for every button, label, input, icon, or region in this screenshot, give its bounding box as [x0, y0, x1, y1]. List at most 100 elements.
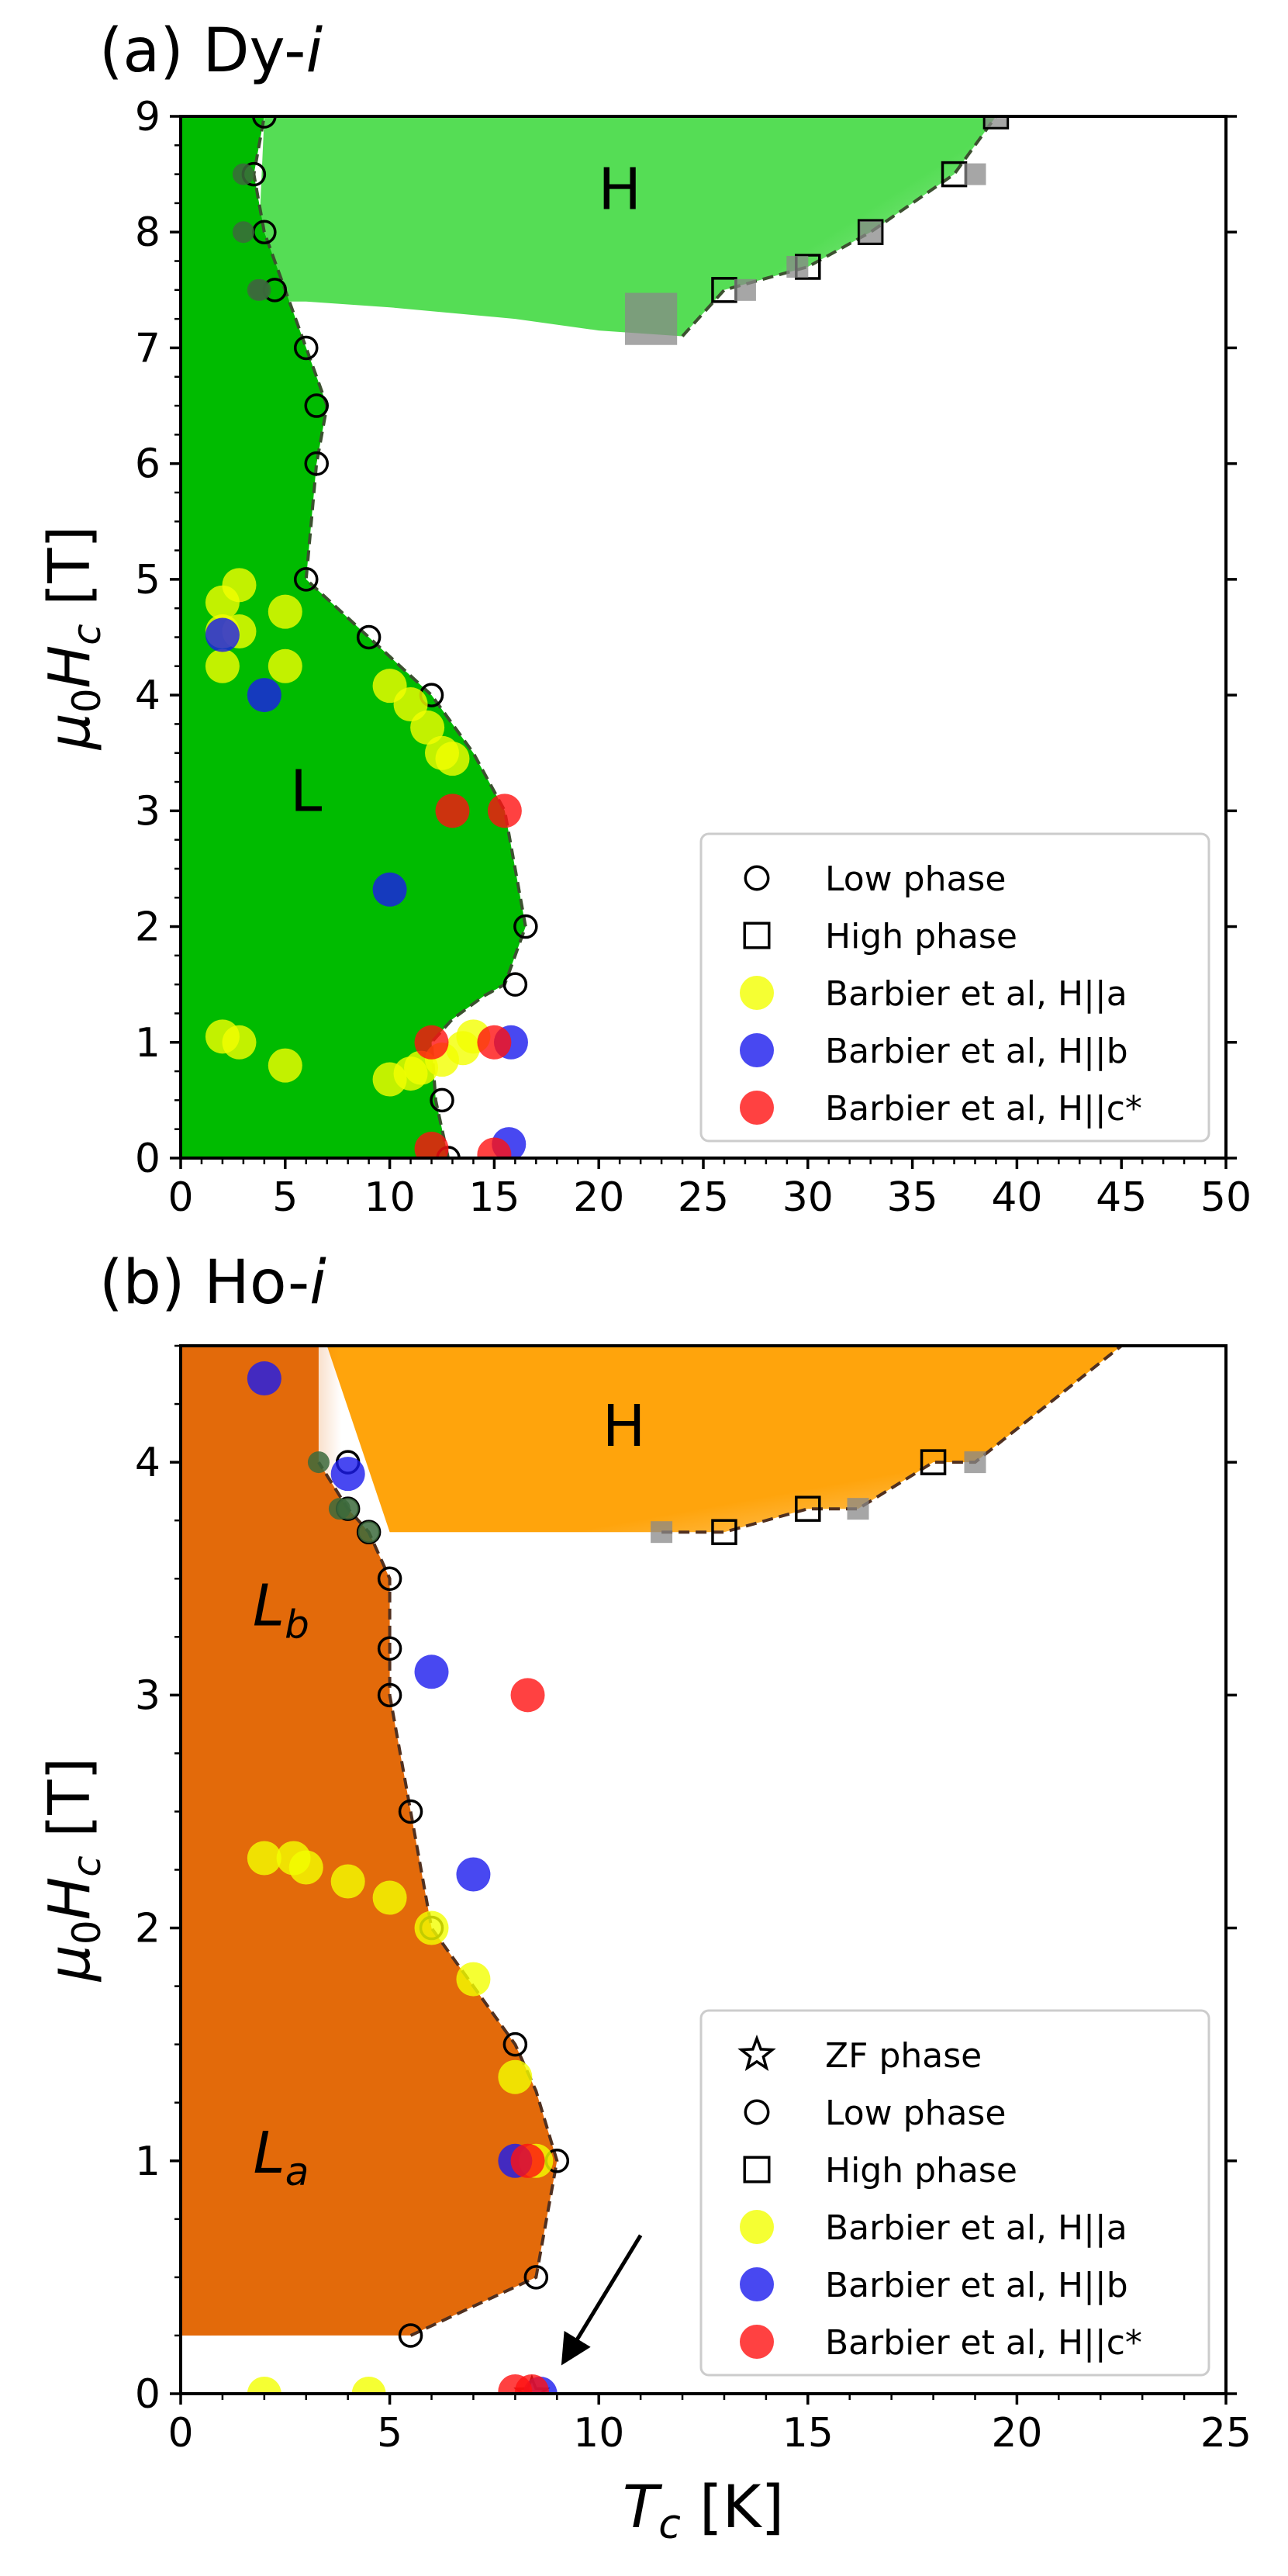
- panel-a-point-grey-square: [859, 221, 882, 244]
- panel-b-region-labels: H Lb La: [253, 1393, 645, 2194]
- panel-a-xtick-label: 50: [1200, 1174, 1252, 1221]
- panel-a-point-filled-c: [414, 1132, 449, 1158]
- panel-a-point-open-square: [857, 219, 884, 245]
- panel-b-point-filled-c: [510, 1678, 545, 1713]
- panel-a-point-open-circle: [502, 972, 528, 997]
- dy-high-phase-region: [254, 116, 996, 348]
- panel-b-point-filled-a: [330, 1864, 365, 1899]
- panel-b-point-open-circle: [377, 1566, 402, 1591]
- panel-a-ytick-label: 9: [135, 94, 161, 140]
- panel-a-point-open-circle: [304, 393, 329, 418]
- panel-b-xtick-label: 15: [782, 2410, 834, 2457]
- panel-a-point-filled-a: [410, 710, 445, 745]
- panel-b-legend-label: Barbier et al, H||a: [825, 2208, 1127, 2248]
- panel-a-ylabel: μ0Hc [T]: [36, 526, 109, 751]
- panel-a-point-filled-c: [477, 1025, 512, 1060]
- panel-a-dy: (a) Dy-i 0 5 10 15 20 25 30 35 40 45 500123456789 …: [36, 16, 1252, 1221]
- panel-a-region-label: H: [598, 156, 641, 223]
- panel-a-region-label: L: [290, 758, 322, 825]
- panel-a-point-filled-b: [205, 617, 240, 652]
- panel-b-legend-label: Barbier et al, H||b: [825, 2266, 1128, 2305]
- panel-b-point-open-circle: [523, 2265, 549, 2290]
- panel-a-legend-marker: [740, 976, 774, 1010]
- panel-a-point-filled-b: [372, 872, 407, 907]
- panel-a-xtick-label: 40: [991, 1174, 1042, 1221]
- panel-b-point-open-circle: [377, 1682, 402, 1708]
- panel-a-point-grey-square: [964, 163, 986, 185]
- panel-b-point-open-circle: [502, 2031, 528, 2057]
- panel-b-xlabel: Tc [K]: [623, 2472, 784, 2548]
- panel-a-ytick-label: 1: [135, 1020, 161, 1067]
- panel-a-point-dark-circle: [247, 278, 269, 301]
- panel-b-xtick-label: 10: [573, 2410, 624, 2457]
- panel-a-xtick-label: 20: [573, 1174, 624, 1221]
- panel-b-point-open-square: [920, 1449, 947, 1475]
- panel-a-point-open-circle: [513, 914, 538, 939]
- panel-a-point-filled-a: [205, 648, 240, 683]
- panel-b-ytick-label: 1: [135, 2139, 161, 2185]
- panel-b-point-filled-b: [247, 1361, 281, 1396]
- zf-arrow: [561, 2234, 643, 2366]
- panel-b-ticks: 0 5 10 15 20 25 0 1 2 3 4: [135, 1344, 1252, 2457]
- panel-b-legend-marker: [744, 2099, 770, 2125]
- panel-a-ytick-label: 7: [135, 325, 161, 372]
- panel-b-legend-marker: [740, 2210, 774, 2244]
- panel-b-label: (b) Ho-i: [99, 1248, 326, 1318]
- panel-a-xtick-label: 30: [782, 1174, 834, 1221]
- panel-a-point-filled-c: [435, 794, 470, 828]
- panel-b-legend-label: High phase: [825, 2151, 1017, 2190]
- panel-b-point-filled-a: [414, 1910, 449, 1945]
- panel-b-point-filled-a: [288, 1850, 323, 1885]
- panel-b-point-dark-circle: [357, 1521, 380, 1544]
- panel-a-legend-marker: [743, 921, 771, 949]
- panel-a-legend-marker: [740, 1033, 774, 1067]
- panel-b-point-filled-a: [498, 2059, 533, 2094]
- panel-a-xtick-label: 10: [364, 1174, 416, 1221]
- panel-a-legend-label: Low phase: [825, 859, 1006, 899]
- panel-a-xtick-label: 25: [678, 1174, 729, 1221]
- ho-low-boundary-line: [317, 1461, 559, 2337]
- panel-a-xtick-label: 15: [468, 1174, 520, 1221]
- panel-a-legend-label: High phase: [825, 917, 1017, 956]
- panel-a-legend-label: Barbier et al, H||c*: [825, 1089, 1142, 1129]
- panel-a-point-filled-a: [222, 1025, 257, 1060]
- panel-b-point-filled-a: [247, 2377, 281, 2394]
- panel-b-point-dark-circle: [337, 1498, 359, 1520]
- panel-a-point-dark-circle: [232, 221, 254, 244]
- panel-a-xtick-label: 45: [1096, 1174, 1147, 1221]
- panel-b-legend-marker: [740, 2267, 774, 2301]
- panel-a-ytick-label: 5: [135, 557, 161, 603]
- panel-a-point-open-circle: [252, 116, 277, 129]
- panel-b-legend-label: ZF phase: [825, 2036, 982, 2076]
- panel-a-point-open-circle: [294, 567, 319, 592]
- panel-b-xtick-label: 0: [167, 2410, 193, 2457]
- panel-b-point-grey-square: [847, 1498, 869, 1520]
- panel-b-legend: ZF phase Low phase High phase Barbier et al…: [699, 2009, 1210, 2377]
- panel-a-point-filled-a: [268, 594, 302, 629]
- panel-b-point-filled-a: [456, 1962, 491, 1997]
- panel-a-legend-marker: [744, 865, 770, 891]
- ho-low-phase-fade: [181, 2335, 411, 2366]
- panel-b-point-grey-square: [964, 1451, 986, 1474]
- panel-a-point-open-circle: [304, 451, 329, 476]
- ho-high-phase-region: [326, 1346, 1122, 1533]
- panel-b-ytick-label: 4: [135, 1440, 161, 1486]
- panel-b-legend-marker: [737, 2035, 776, 2072]
- panel-b-point-filled-a: [247, 1841, 281, 1876]
- panel-a-point-open-circle: [294, 335, 319, 361]
- panel-a-label: (a) Dy-i: [99, 16, 323, 86]
- panel-a-ytick-label: 0: [135, 1136, 161, 1182]
- panel-a-ytick-label: 3: [135, 788, 161, 835]
- panel-b-region-label: La: [253, 2120, 309, 2194]
- panel-a-ytick-label: 8: [135, 209, 161, 256]
- panel-b-region-label: H: [603, 1393, 646, 1460]
- dy-low-phase-region: [181, 116, 526, 1158]
- panel-a-point-grey-square: [985, 116, 1007, 127]
- panel-b-point-filled-a: [372, 1880, 407, 1915]
- panel-a-xtick-label: 5: [272, 1174, 298, 1221]
- panel-b-point-filled-b: [414, 1655, 449, 1689]
- panel-a-legend-marker: [740, 1091, 774, 1125]
